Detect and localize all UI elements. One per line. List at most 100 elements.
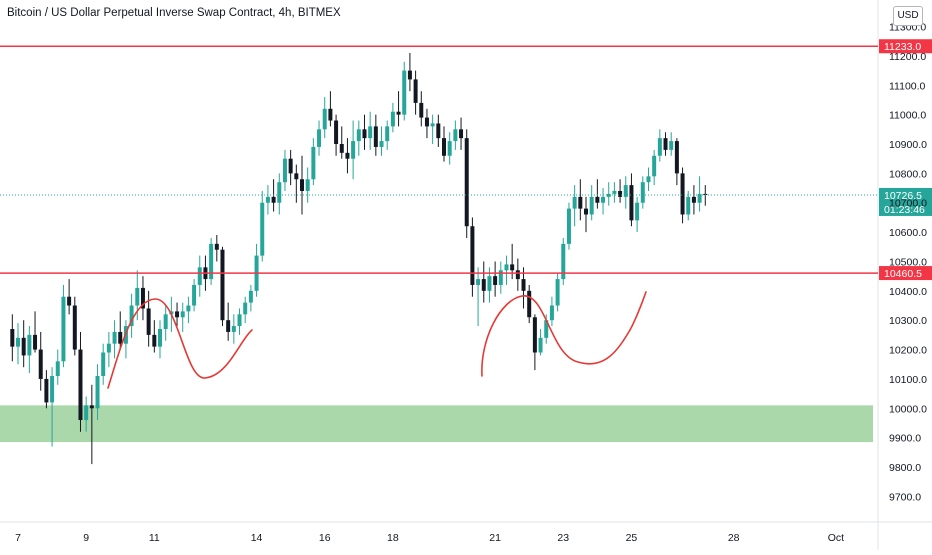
candle-body [158,329,162,347]
y-tick-label: 10500.0 [889,256,927,268]
candle-body [481,279,486,291]
y-tick-label: 9800.0 [889,462,921,474]
candle-body [135,287,140,306]
candle-body [67,296,72,306]
candle-body [106,343,111,353]
candle-body [21,337,26,356]
y-tick-label: 10100.0 [889,374,927,386]
candle-body [339,144,344,153]
candle-body [328,108,333,121]
candle-body [220,249,225,321]
x-tick-label: 25 [626,532,638,544]
candle-body [510,264,515,271]
annotation-layer [107,291,647,389]
candle-body [89,405,94,409]
candle-body [271,196,276,203]
candle-body [532,317,537,353]
candle-body [248,290,253,303]
candle-body [209,243,214,280]
candle-body [402,70,407,115]
level-price-tag [879,266,932,281]
candle-body [152,334,157,347]
candle-body [237,314,242,327]
candle-body [140,287,145,309]
candle-body [493,276,498,285]
candle-body [16,337,20,347]
level-price-label: 10460.5 [884,268,922,280]
candle-body [362,129,367,139]
candle-body [385,126,390,142]
y-tick-label: 10300.0 [889,315,927,327]
candle-body [504,264,509,271]
annotation-curve-right[interactable] [481,291,647,377]
currency-button[interactable]: USD [893,6,923,26]
candle-body [476,279,481,285]
candle-body [300,179,304,191]
support-zone-layer [0,405,873,443]
candle-body [368,126,373,139]
y-tick-label: 10900.0 [889,139,927,151]
candle-body [430,123,435,127]
candle-body [44,378,49,403]
candle-body [72,305,77,350]
candle-body [294,173,299,180]
candle-body [538,337,543,353]
candle-body [311,146,316,180]
candle-body [686,196,691,215]
candle-body [691,196,696,203]
candle-body [447,141,452,156]
candle-body [515,270,520,280]
candle-body [407,70,412,80]
candle-body [635,202,640,221]
candle-body [186,305,191,312]
candle-body [322,108,327,130]
candle-body [146,308,151,335]
x-tick-label: Oct [828,532,844,544]
candle-body [623,185,628,197]
candle-body [197,267,202,285]
candle-body [578,196,583,209]
candle-body [180,311,185,318]
x-tick-label: 18 [387,532,399,544]
candle-body [373,126,378,147]
candle-body [498,270,503,285]
x-tick-label: 21 [489,532,501,544]
candle-body [78,349,83,421]
candle-body [680,173,685,215]
candle-body [192,284,197,306]
candle-body [351,141,356,159]
candle-body [396,111,401,115]
candle-body [95,375,100,409]
candle-body [214,243,219,250]
candle-body [61,296,66,362]
candle-body [669,141,674,150]
candle-body [84,405,89,421]
y-tick-label: 11000.0 [889,110,926,122]
y-tick-label: 10000.0 [889,403,927,415]
candle-body [282,158,287,183]
candle-body [390,111,395,127]
annotation-curve-left[interactable] [107,298,253,389]
candle-body [277,182,282,203]
candle-body [589,196,594,215]
candle-body [629,185,634,221]
candle-body [260,202,265,256]
candle-body [572,196,577,209]
candle-body [646,176,651,183]
last-price-label: 10726.5 [884,190,922,202]
y-tick-label: 10600.0 [889,227,927,239]
candle-body [55,361,60,376]
candle-body [442,138,446,156]
candle-body [175,311,180,318]
candle-body [657,138,662,156]
x-tick-label: 7 [15,532,21,544]
candle-body [436,123,441,139]
y-tick-label: 10700.0 [889,198,927,210]
candle-body [288,158,293,174]
candle-body [566,208,571,244]
x-tick-label: 23 [557,532,569,544]
candle-body [470,226,475,285]
